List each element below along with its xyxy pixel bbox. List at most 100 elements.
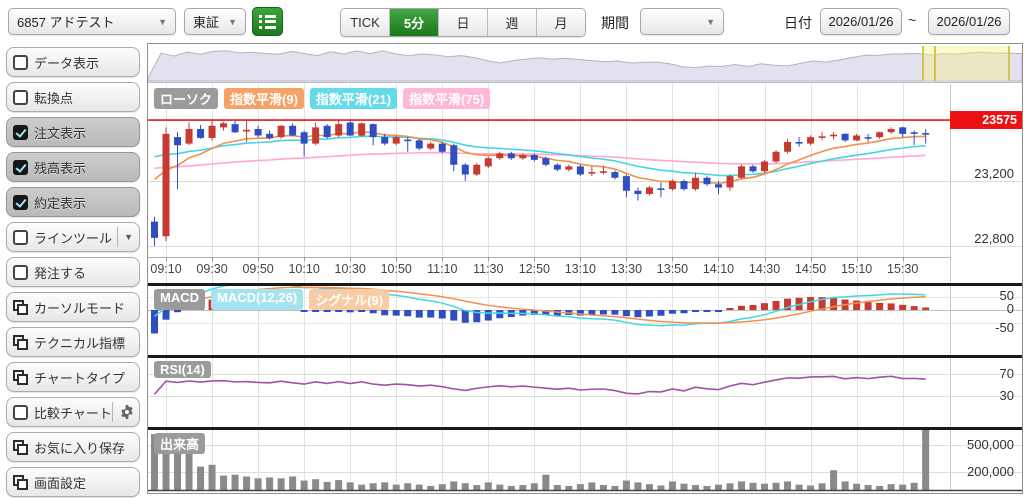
chevron-down-icon: ▼ [124,232,133,242]
checkbox-icon [13,90,28,105]
list-icon [259,12,277,31]
timeframe-week[interactable]: 週 [488,9,537,36]
time-axis-label: 10:30 [330,262,370,276]
legend-badge: シグナル(9) [309,289,389,310]
checkbox-checked-icon [13,160,28,175]
window-icon [13,370,28,385]
chart-region: ローソク指数平滑(9) 指数平滑(21) 指数平滑(75) MACD MACD(12,… [147,43,1023,494]
window-icon [13,440,28,455]
exchange-select[interactable]: 東証 ▼ [184,8,246,35]
sidebar-item-label: 約定表示 [34,193,86,212]
volume-axis-label: 500,000 [952,437,1014,452]
main-chart-legend: ローソク指数平滑(9) 指数平滑(21) 指数平滑(75) [154,88,490,109]
checkbox-checked-icon [13,125,28,140]
sidebar-item-save-favorite[interactable]: お気に入り保存 [6,432,140,462]
time-axis-label: 09:10 [146,262,186,276]
date-from-input[interactable]: 2026/01/26 [820,8,902,35]
sidebar-item-execution-display[interactable]: 約定表示 [6,187,140,217]
volume-legend: 出来高 [154,433,205,454]
legend-badge: ローソク [154,88,218,109]
date-to-value: 2026/01/26 [936,14,1001,29]
rsi-legend: RSI(14) [154,361,211,378]
sidebar-item-label: テクニカル指標 [34,333,125,352]
sidebar-item-line-tool[interactable]: ラインツール ▼ [6,222,140,252]
legend-badge: MACD [154,289,205,310]
period-select[interactable]: ▼ [640,8,724,35]
sidebar-item-label: データ表示 [34,53,99,72]
sidebar-item-data-display[interactable]: データ表示 [6,47,140,77]
symbol-list-button[interactable] [252,7,283,36]
rsi-axis-label: 70 [952,366,1014,381]
timeframe-tick[interactable]: TICK [341,9,390,36]
sidebar-item-cursor-mode[interactable]: カーソルモード [6,292,140,322]
top-toolbar: 6857 アドテスト ▼ 東証 ▼ TICK5分日週月 期間 ▼ 日付 2026… [0,0,1024,42]
legend-badge: MACD(12,26) [211,289,303,310]
sidebar: データ表示転換点注文表示残高表示約定表示ラインツール ▼ 発注するカーソルモードテク… [0,42,147,499]
sidebar-item-label: ラインツール [34,228,112,247]
sidebar-item-screen-settings[interactable]: 画面設定 [6,467,140,497]
sidebar-item-label: チャートタイプ [34,368,125,387]
timeframe-5min[interactable]: 5分 [390,9,439,36]
sidebar-item-label: 比較チャート [34,403,112,422]
period-label: 期間 [601,13,629,33]
sidebar-item-label: 注文表示 [34,123,86,142]
sidebar-item-place-order[interactable]: 発注する [6,257,140,287]
time-axis-label: 10:10 [284,262,324,276]
legend-badge: 指数平滑(75) [403,88,490,109]
checkbox-icon [13,405,28,420]
time-axis-label: 12:50 [514,262,554,276]
date-to-input[interactable]: 2026/01/26 [928,8,1010,35]
timeframe-group: TICK5分日週月 [340,8,586,37]
chevron-down-icon: ▼ [152,17,167,27]
sidebar-item-label: お気に入り保存 [34,438,125,457]
chevron-down-icon: ▼ [222,17,237,27]
symbol-select[interactable]: 6857 アドテスト ▼ [8,8,176,35]
price-axis-label: 22,800 [952,231,1014,246]
time-axis-label: 15:10 [837,262,877,276]
legend-badge: 指数平滑(9) [224,88,304,109]
time-axis-label: 11:10 [422,262,462,276]
exchange-select-value: 東証 [193,12,219,31]
checkbox-icon [13,55,28,70]
sidebar-item-label: 残高表示 [34,158,86,177]
volume-axis-label: 200,000 [952,464,1014,479]
current-price-badge: 23575 [950,111,1022,129]
gear-icon[interactable] [112,402,135,422]
sidebar-item-balance-display[interactable]: 残高表示 [6,152,140,182]
sidebar-item-label: 発注する [34,263,86,282]
timeframe-day[interactable]: 日 [439,9,488,36]
sidebar-item-turning-point[interactable]: 転換点 [6,82,140,112]
time-axis-label: 14:50 [791,262,831,276]
time-axis-label: 14:10 [698,262,738,276]
sidebar-item-label: カーソルモード [34,298,125,317]
chart-navigator[interactable] [148,46,1022,82]
time-axis-label: 11:30 [468,262,508,276]
chevron-down-icon: ▼ [700,17,715,27]
sidebar-item-order-display[interactable]: 注文表示 [6,117,140,147]
checkbox-icon [13,230,28,245]
timeframe-month[interactable]: 月 [537,9,585,36]
sidebar-item-technical-indicator[interactable]: テクニカル指標 [6,327,140,357]
macd-axis-label: -50 [952,320,1014,335]
legend-badge: 指数平滑(21) [310,88,397,109]
window-icon [13,300,28,315]
price-axis-label: 23,200 [952,166,1014,181]
legend-badge: 出来高 [154,433,205,454]
rsi-axis-label: 30 [952,388,1014,403]
date-range-separator: ~ [908,12,916,28]
checkbox-checked-icon [13,195,28,210]
macd-legend: MACD MACD(12,26) シグナル(9) [154,289,389,310]
navigator-selection[interactable] [922,46,1010,81]
date-label: 日付 [784,13,812,33]
sidebar-item-chart-type[interactable]: チャートタイプ [6,362,140,392]
macd-axis-label: 0 [952,301,1014,316]
sidebar-item-compare-chart[interactable]: 比較チャート [6,397,140,427]
checkbox-icon [13,265,28,280]
time-axis-label: 13:30 [606,262,646,276]
time-axis-label: 13:10 [560,262,600,276]
date-from-value: 2026/01/26 [828,14,893,29]
sidebar-item-label: 画面設定 [34,473,86,492]
window-icon [13,335,28,350]
time-axis-label: 14:30 [745,262,785,276]
symbol-select-value: 6857 アドテスト [17,12,115,31]
